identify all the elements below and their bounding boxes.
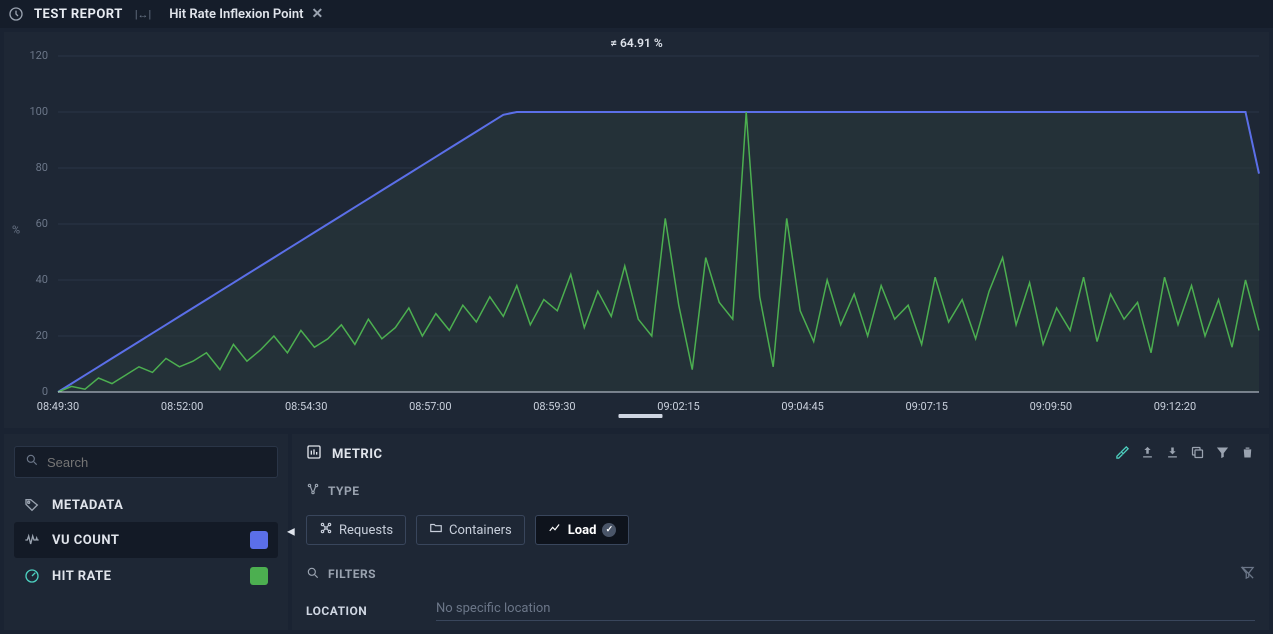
sidebar-item-label: HIT RATE xyxy=(52,569,111,584)
header-bar: TEST REPORT |↔| Hit Rate Inflexion Point… xyxy=(0,0,1273,28)
type-button-load[interactable]: Load ✓ xyxy=(535,515,630,545)
svg-text:80: 80 xyxy=(36,161,48,174)
location-label: LOCATION xyxy=(306,604,416,618)
metric-panel: ◀ METRIC xyxy=(292,434,1269,630)
sidebar-item-label: METADATA xyxy=(52,498,123,513)
type-label: TYPE xyxy=(328,484,359,498)
filter-icon[interactable] xyxy=(1215,445,1230,464)
search-input[interactable] xyxy=(47,455,267,470)
svg-text:20: 20 xyxy=(36,329,48,342)
type-icon xyxy=(306,482,320,499)
chart-bar-icon xyxy=(306,444,322,464)
svg-text:09:07:15: 09:07:15 xyxy=(906,400,948,413)
check-icon: ✓ xyxy=(602,523,616,537)
sidebar-item-vu-count[interactable]: VU COUNT xyxy=(14,522,278,558)
svg-text:08:57:00: 08:57:00 xyxy=(409,400,451,413)
svg-text:09:04:45: 09:04:45 xyxy=(781,400,823,413)
search-input-wrap[interactable] xyxy=(14,446,278,478)
type-button-containers[interactable]: Containers xyxy=(416,515,525,545)
svg-text:120: 120 xyxy=(29,49,48,62)
type-button-requests[interactable]: Requests xyxy=(306,515,406,545)
clear-filter-icon[interactable] xyxy=(1240,565,1255,583)
chart-line-icon xyxy=(548,521,562,539)
copy-icon[interactable] xyxy=(1190,445,1205,464)
metric-actions xyxy=(1115,445,1255,464)
type-button-label: Requests xyxy=(339,523,393,538)
y-axis-unit: % xyxy=(12,224,20,237)
eyedropper-icon[interactable] xyxy=(1115,445,1130,464)
tag-icon xyxy=(24,497,42,513)
upload-icon[interactable] xyxy=(1140,445,1155,464)
chart-svg[interactable]: 0 20 40 60 80 100 120 08:49:30 08:52:00 08:54:30 0… xyxy=(4,32,1269,428)
svg-text:100: 100 xyxy=(29,105,48,118)
close-icon[interactable]: ✕ xyxy=(311,6,323,22)
metric-title: METRIC xyxy=(332,447,383,462)
svg-text:09:02:15: 09:02:15 xyxy=(657,400,699,413)
gauge-icon xyxy=(24,568,42,584)
search-small-icon xyxy=(306,566,320,583)
bottom-panels: METADATA VU COUNT HIT RATE ◀ METRIC xyxy=(0,434,1273,634)
type-label-row: TYPE xyxy=(306,482,1255,499)
svg-text:60: 60 xyxy=(36,217,48,230)
color-swatch xyxy=(250,567,268,585)
color-swatch xyxy=(250,531,268,549)
location-value[interactable]: No specific location xyxy=(436,601,1255,621)
cluster-icon xyxy=(319,521,333,539)
download-icon[interactable] xyxy=(1165,445,1180,464)
tab-hit-rate[interactable]: Hit Rate Inflexion Point ✕ xyxy=(163,3,329,25)
chart-container: ≠ 64.91 % % 0 20 40 60 80 100 120 08:49:30 08:52… xyxy=(4,32,1269,428)
svg-text:0: 0 xyxy=(42,385,48,398)
page-title: TEST REPORT xyxy=(34,7,123,22)
sidebar-item-label: VU COUNT xyxy=(52,533,119,548)
svg-text:40: 40 xyxy=(36,273,48,286)
filters-label: FILTERS xyxy=(328,567,376,581)
filters-label-row: FILTERS xyxy=(306,565,1255,583)
metric-header: METRIC xyxy=(306,444,1255,470)
chart-center-label: ≠ 64.91 % xyxy=(610,36,662,50)
svg-text:08:59:30: 08:59:30 xyxy=(533,400,575,413)
svg-text:09:12:20: 09:12:20 xyxy=(1154,400,1196,413)
sidebar-item-hit-rate[interactable]: HIT RATE xyxy=(14,558,278,594)
collapse-handle-icon[interactable]: ◀ xyxy=(287,527,295,538)
svg-text:09:09:50: 09:09:50 xyxy=(1030,400,1072,413)
tab-separator-icon: |↔| xyxy=(133,8,153,21)
sidebar: METADATA VU COUNT HIT RATE xyxy=(4,434,288,630)
app-logo-icon xyxy=(8,6,24,22)
type-buttons: Requests Containers Load ✓ xyxy=(306,511,1255,553)
wave-icon xyxy=(24,532,42,548)
sidebar-item-metadata[interactable]: METADATA xyxy=(14,488,278,522)
type-button-label: Containers xyxy=(449,523,512,538)
folder-icon xyxy=(429,521,443,539)
search-icon xyxy=(25,453,39,471)
tab-label: Hit Rate Inflexion Point xyxy=(169,7,303,22)
svg-text:08:54:30: 08:54:30 xyxy=(285,400,327,413)
svg-text:08:52:00: 08:52:00 xyxy=(161,400,203,413)
type-button-label: Load xyxy=(568,523,597,538)
location-row: LOCATION No specific location xyxy=(306,595,1255,621)
trash-icon[interactable] xyxy=(1240,445,1255,464)
svg-text:08:49:30: 08:49:30 xyxy=(37,400,79,413)
